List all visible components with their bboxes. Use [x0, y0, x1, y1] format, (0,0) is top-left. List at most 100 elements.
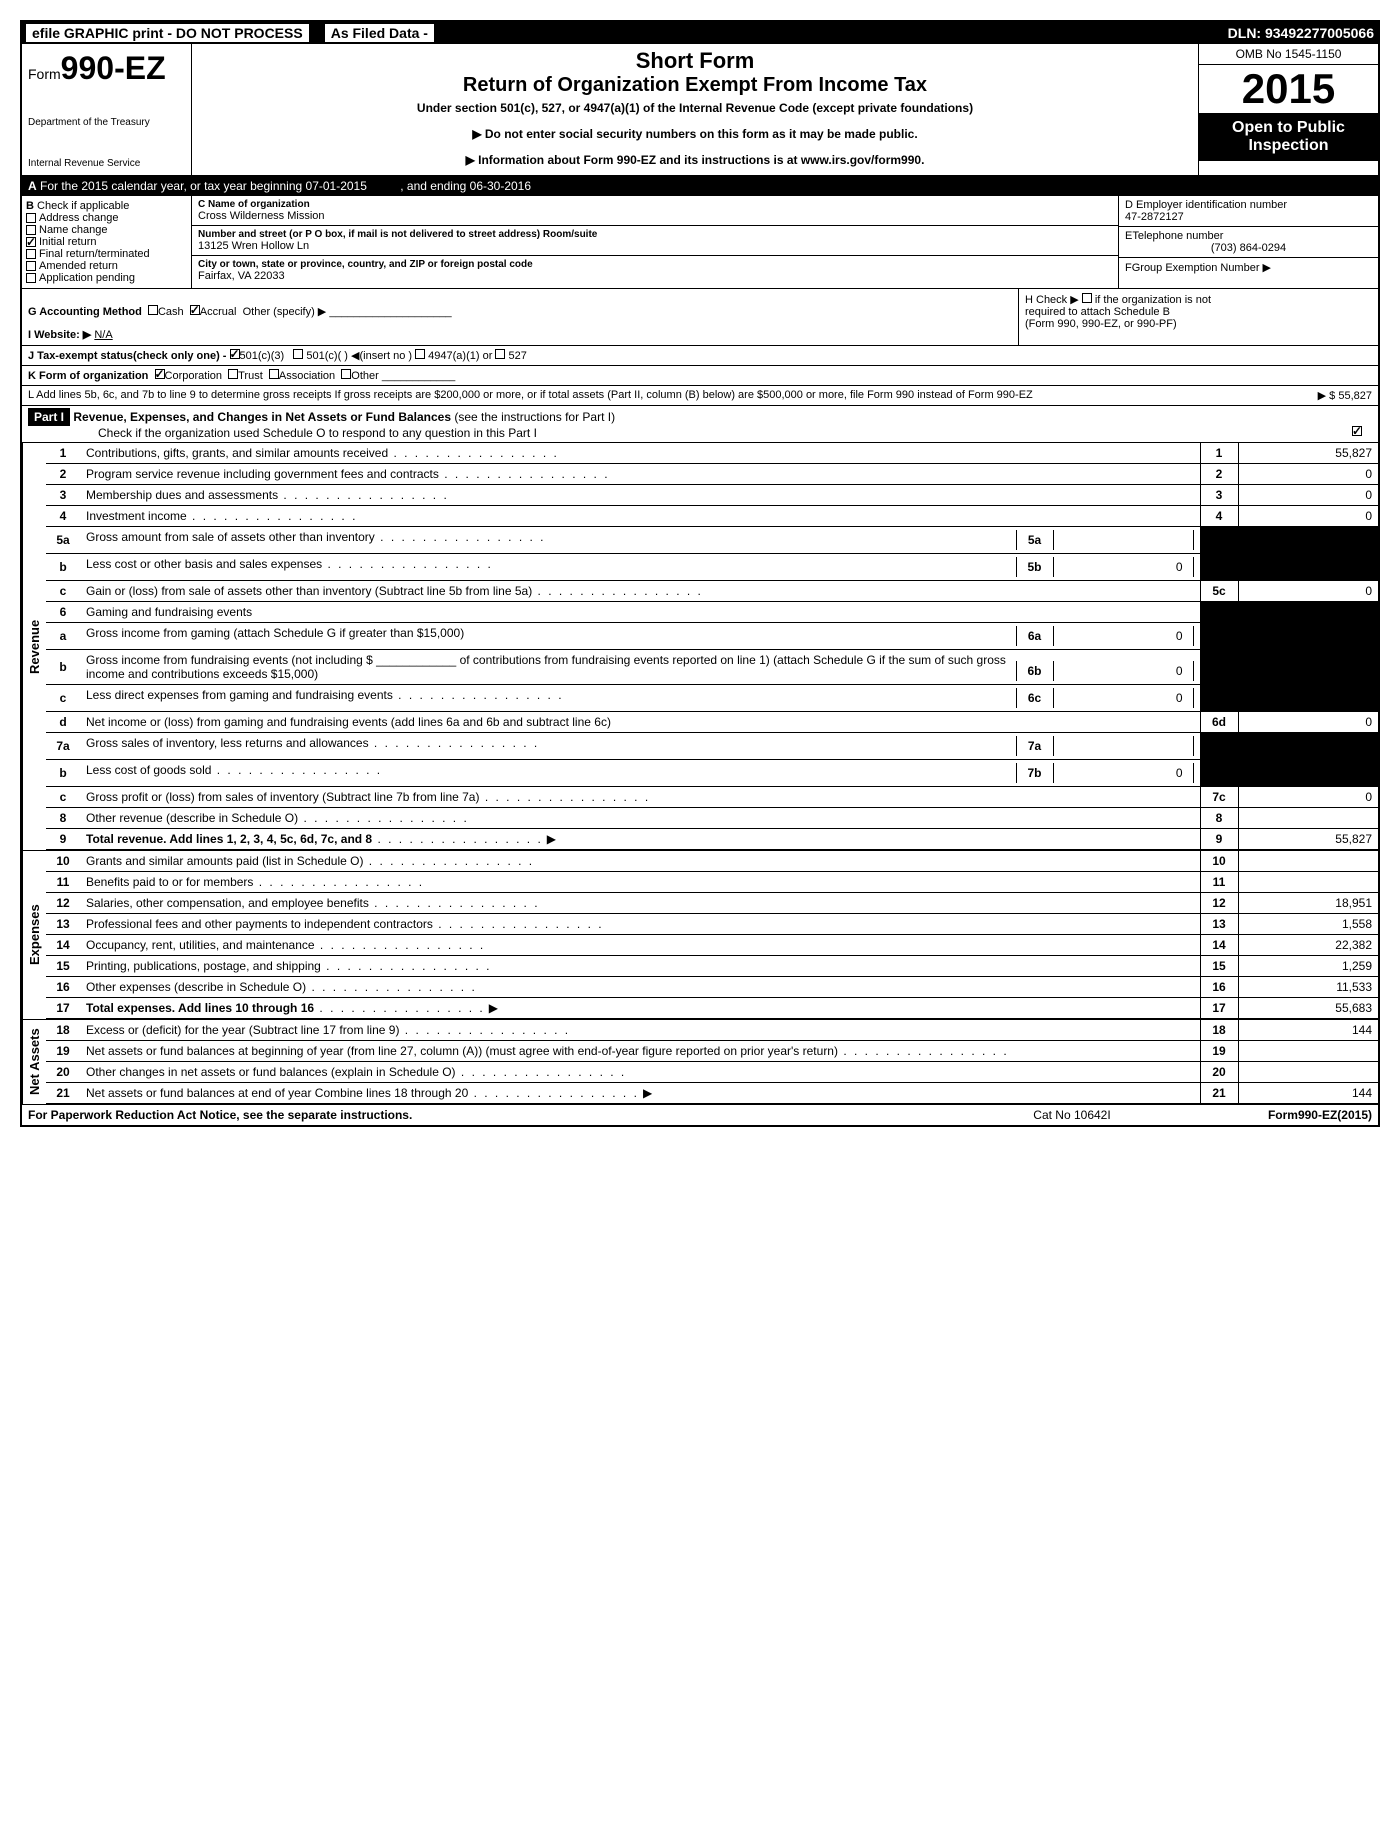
chk-corporation[interactable] [155, 369, 165, 379]
line-11: 11Benefits paid to or for members11 [46, 872, 1378, 893]
label-city: City or town, state or province, country… [198, 259, 1112, 270]
line-13: 13Professional fees and other payments t… [46, 914, 1378, 935]
chk-527[interactable] [495, 349, 505, 359]
title-box: Short Form Return of Organization Exempt… [192, 44, 1198, 175]
section-b: B Check if applicable Address change Nam… [22, 196, 192, 288]
chk-other-org[interactable] [341, 369, 351, 379]
part-i-label: Part I [28, 408, 70, 426]
label-phone: ETelephone number [1125, 230, 1372, 242]
section-k: K Form of organization Corporation Trust… [22, 366, 1378, 386]
chk-trust[interactable] [228, 369, 238, 379]
part-i-subtitle: (see the instructions for Part I) [454, 410, 615, 424]
tax-year: 2015 [1199, 65, 1378, 113]
form-number-box: Form990-EZ Department of the Treasury In… [22, 44, 192, 175]
chk-initial-return[interactable]: Initial return [26, 236, 187, 248]
website-value: N/A [94, 329, 112, 341]
line-20: 20Other changes in net assets or fund ba… [46, 1062, 1378, 1083]
expenses-table: 10Grants and similar amounts paid (list … [46, 851, 1378, 1019]
line-21: 21Net assets or fund balances at end of … [46, 1083, 1378, 1104]
form-number: 990-EZ [61, 50, 166, 86]
chk-application-pending[interactable]: Application pending [26, 272, 187, 284]
note-info: ▶ Information about Form 990-EZ and its … [200, 153, 1190, 167]
line-6a: aGross income from gaming (attach Schedu… [46, 623, 1378, 650]
line-6b: bGross income from fundraising events (n… [46, 650, 1378, 685]
info-grid: B Check if applicable Address change Nam… [22, 196, 1378, 289]
footer-catno: Cat No 10642I [972, 1108, 1172, 1122]
line-7a: 7aGross sales of inventory, less returns… [46, 733, 1378, 760]
line-7c: cGross profit or (loss) from sales of in… [46, 787, 1378, 808]
label-group-exemption: FGroup Exemption Number ▶ [1125, 261, 1372, 274]
gh-row: G Accounting Method Cash Accrual Other (… [22, 289, 1378, 346]
open-to-public: Open to Public Inspection [1199, 113, 1378, 161]
chk-cash[interactable] [148, 305, 158, 315]
line-1: 1Contributions, gifts, grants, and simil… [46, 443, 1378, 464]
label-street: Number and street (or P O box, if mail i… [198, 229, 1112, 240]
line-15: 15Printing, publications, postage, and s… [46, 956, 1378, 977]
city-state-zip: Fairfax, VA 22033 [198, 270, 1112, 282]
street-address: 13125 Wren Hollow Ln [198, 240, 1112, 252]
chk-4947[interactable] [415, 349, 425, 359]
chk-501c[interactable] [293, 349, 303, 359]
part-i-header: Part I Revenue, Expenses, and Changes in… [22, 406, 1378, 443]
page-footer: For Paperwork Reduction Act Notice, see … [22, 1105, 1378, 1125]
line-8: 8Other revenue (describe in Schedule O)8 [46, 808, 1378, 829]
line-16: 16Other expenses (describe in Schedule O… [46, 977, 1378, 998]
netassets-label: Net Assets [22, 1020, 46, 1104]
footer-paperwork: For Paperwork Reduction Act Notice, see … [28, 1108, 972, 1122]
as-filed-label: As Filed Data - [325, 24, 434, 42]
dept-irs: Internal Revenue Service [28, 158, 185, 169]
revenue-section: Revenue 1Contributions, gifts, grants, a… [22, 443, 1378, 851]
label-ein: D Employer identification number [1125, 199, 1372, 211]
chk-schedule-o[interactable] [1352, 426, 1362, 436]
phone: (703) 864-0294 [1125, 242, 1372, 254]
chk-address-change[interactable]: Address change [26, 212, 187, 224]
part-i-title: Revenue, Expenses, and Changes in Net As… [73, 410, 451, 424]
l-text: L Add lines 5b, 6c, and 7b to line 9 to … [28, 389, 1222, 402]
line-4: 4Investment income40 [46, 506, 1378, 527]
line-6c: cLess direct expenses from gaming and fu… [46, 685, 1378, 712]
chk-accrual[interactable] [190, 305, 200, 315]
line-12: 12Salaries, other compensation, and empl… [46, 893, 1378, 914]
section-def: D Employer identification number 47-2872… [1118, 196, 1378, 288]
label-org-name: C Name of organization [198, 199, 1112, 210]
chk-schedule-b[interactable] [1082, 293, 1092, 303]
year-box: OMB No 1545-1150 2015 Open to Public Ins… [1198, 44, 1378, 175]
row-a-tax-year: A For the 2015 calendar year, or tax yea… [22, 177, 1378, 196]
ein: 47-2872127 [1125, 211, 1372, 223]
l-amount: ▶ $ 55,827 [1222, 389, 1372, 402]
expenses-label: Expenses [22, 851, 46, 1019]
line-5c: cGain or (loss) from sale of assets othe… [46, 581, 1378, 602]
chk-name-change[interactable]: Name change [26, 224, 187, 236]
line-18: 18Excess or (deficit) for the year (Subt… [46, 1020, 1378, 1041]
footer-formref: Form990-EZ(2015) [1172, 1108, 1372, 1122]
title-return: Return of Organization Exempt From Incom… [200, 74, 1190, 97]
top-bar: efile GRAPHIC print - DO NOT PROCESS As … [22, 22, 1378, 44]
subtitle: Under section 501(c), 527, or 4947(a)(1)… [200, 101, 1190, 115]
section-h: H Check ▶ if the organization is not req… [1018, 289, 1378, 345]
line-3: 3Membership dues and assessments30 [46, 485, 1378, 506]
efile-notice: efile GRAPHIC print - DO NOT PROCESS [26, 24, 309, 42]
chk-final-return[interactable]: Final return/terminated [26, 248, 187, 260]
line-2: 2Program service revenue including gover… [46, 464, 1378, 485]
chk-501c3[interactable] [230, 349, 240, 359]
netassets-section: Net Assets 18Excess or (deficit) for the… [22, 1020, 1378, 1105]
section-g: G Accounting Method Cash Accrual Other (… [22, 289, 1018, 345]
dept-treasury: Department of the Treasury [28, 117, 185, 128]
form-page: efile GRAPHIC print - DO NOT PROCESS As … [20, 20, 1380, 1127]
line-14: 14Occupancy, rent, utilities, and mainte… [46, 935, 1378, 956]
part-i-check-text: Check if the organization used Schedule … [98, 426, 537, 440]
label-website: I Website: ▶ [28, 329, 91, 341]
section-c: C Name of organization Cross Wilderness … [192, 196, 1118, 288]
org-name: Cross Wilderness Mission [198, 210, 1112, 222]
section-j: J Tax-exempt status(check only one) - 50… [22, 346, 1378, 366]
line-5b: bLess cost or other basis and sales expe… [46, 554, 1378, 581]
omb-number: OMB No 1545-1150 [1199, 44, 1378, 65]
dln-number: DLN: 93492277005066 [1228, 25, 1374, 41]
chk-association[interactable] [269, 369, 279, 379]
revenue-table: 1Contributions, gifts, grants, and simil… [46, 443, 1378, 850]
line-10: 10Grants and similar amounts paid (list … [46, 851, 1378, 872]
line-17: 17Total expenses. Add lines 10 through 1… [46, 998, 1378, 1019]
chk-amended-return[interactable]: Amended return [26, 260, 187, 272]
section-l: L Add lines 5b, 6c, and 7b to line 9 to … [22, 386, 1378, 406]
line-19: 19Net assets or fund balances at beginni… [46, 1041, 1378, 1062]
